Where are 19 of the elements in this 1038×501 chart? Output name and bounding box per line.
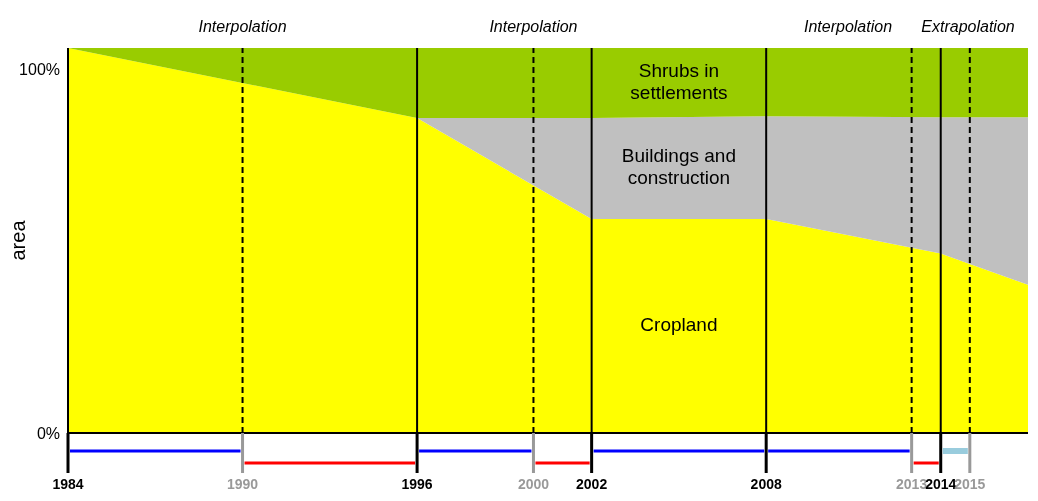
y-tick-label: 0% [36, 424, 60, 442]
series-label: Cropland [640, 314, 718, 336]
x-tick-label: 1984 [52, 476, 84, 492]
x-tick-label: 2013 [896, 476, 928, 492]
x-tick-label: 2014 [925, 476, 957, 492]
x-tick-label: 2000 [517, 476, 550, 492]
y-tick-label: 100% [19, 61, 60, 79]
x-tick-label: 1990 [226, 476, 259, 492]
x-tick-label: 2002 [576, 476, 608, 492]
series-label: Shrubs in settlements [630, 59, 728, 103]
text: Interpolation [803, 18, 893, 35]
y-axis-title: area [7, 219, 30, 261]
x-tick-label: 1996 [401, 476, 433, 492]
x-tick-label: 2008 [750, 476, 782, 492]
text: Interpolation [198, 18, 287, 35]
series-label: Buildings and construction [621, 145, 736, 189]
text: Interpolation [489, 18, 578, 35]
x-tick-label: 2015 [954, 476, 986, 492]
text: Extrapolation [921, 18, 1015, 35]
